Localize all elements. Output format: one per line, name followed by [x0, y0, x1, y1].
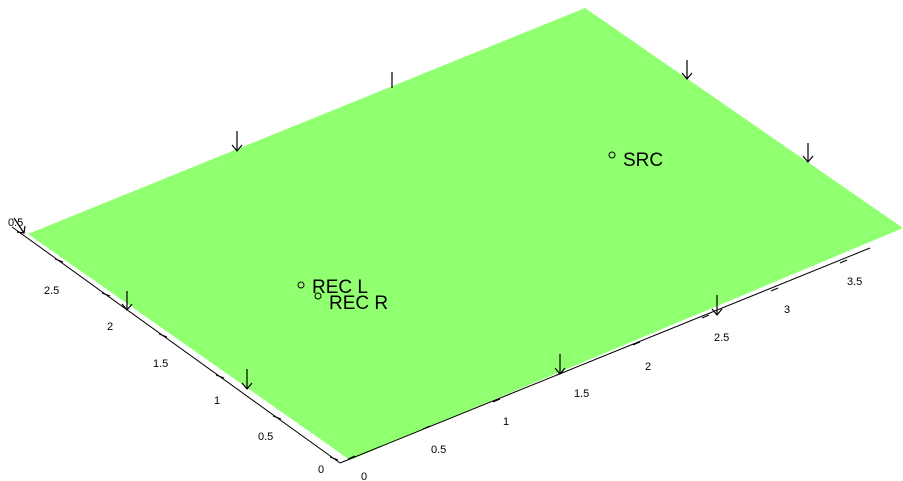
- down-arrow-icon: [121, 291, 133, 311]
- y-tick-label: 2: [107, 321, 113, 333]
- down-arrow-icon: [802, 143, 814, 163]
- x-tick-label: 0: [361, 471, 367, 481]
- x-tick: [347, 455, 356, 460]
- corner-tick-label: 0.5: [8, 217, 23, 229]
- y-tick: [158, 333, 168, 338]
- x-tick-label: 0.5: [431, 444, 446, 456]
- x-tick-label: 3.5: [847, 276, 862, 288]
- y-axis-ticks: 0 0.5 1 1.5 2 2.5 0.5: [8, 217, 339, 476]
- down-arrow-icon: [241, 369, 253, 390]
- marker-circle-icon: [314, 292, 322, 300]
- marker-rec-l: REC L: [297, 277, 368, 298]
- x-tick-label: 2: [645, 361, 651, 373]
- ground-plane: [28, 8, 903, 460]
- y-tick: [101, 292, 111, 297]
- marker-circle-icon: [297, 281, 305, 289]
- x-tick: [422, 425, 431, 430]
- x-tick: [770, 287, 779, 292]
- y-tick-label: 0.5: [258, 431, 273, 443]
- x-axis-ticks: 0 0.5 1 1.5 2 2.5 3 3.5: [347, 259, 862, 481]
- y-tick-label: 1: [214, 395, 220, 407]
- down-arrow-icon: [13, 217, 26, 234]
- marker-src: SRC: [608, 150, 663, 171]
- y-tick-label: 1.5: [153, 358, 168, 370]
- marker-rec-r: REC R: [314, 292, 388, 314]
- marker-label: SRC: [623, 150, 663, 171]
- boundary-arrows: [13, 60, 814, 390]
- x-tick: [701, 314, 710, 319]
- down-arrow-icon: [711, 295, 723, 316]
- y-tick-label: 0: [318, 464, 324, 476]
- x-tick-label: 3: [784, 304, 790, 316]
- marker-label: REC R: [329, 293, 388, 314]
- y-tick-label: 2.5: [44, 285, 59, 297]
- down-arrow-icon: [554, 354, 566, 375]
- down-arrow-icon: [681, 60, 693, 80]
- marker-label: REC L: [312, 277, 368, 298]
- x-tick: [632, 341, 641, 346]
- x-tick: [839, 259, 848, 264]
- x-tick-label: 1: [503, 416, 509, 428]
- y-tick: [329, 456, 339, 461]
- y-tick: [272, 415, 282, 420]
- x-tick: [492, 398, 501, 403]
- y-tick: [54, 258, 64, 263]
- x-tick-label: 1.5: [574, 388, 589, 400]
- marker-circle-icon: [608, 151, 616, 159]
- y-axis-line: [11, 226, 341, 464]
- down-arrow-icon: [231, 131, 243, 152]
- x-tick-label: 2.5: [714, 332, 729, 344]
- y-tick: [215, 374, 225, 379]
